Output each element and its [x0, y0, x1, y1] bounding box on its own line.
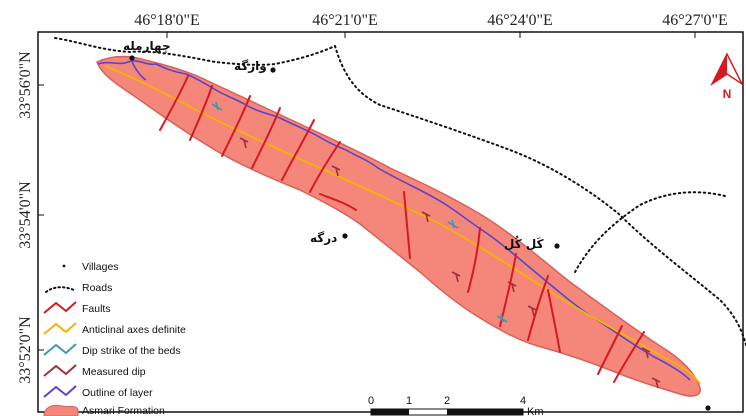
latitude-label-2: 33°54'0"N: [17, 181, 34, 249]
longitude-label-4: 46°27'0"E: [662, 12, 728, 29]
dip-strike-3: [496, 313, 508, 323]
roads: [54, 37, 746, 346]
legend-label-anticline: Anticlinal axes definite: [82, 324, 186, 336]
village-dot: [705, 405, 711, 411]
frame-ticks: [38, 32, 696, 351]
longitude-label-2: 46°21'0"E: [312, 12, 378, 29]
dip-strike-icon: [43, 343, 77, 356]
fault-6: [309, 141, 341, 193]
fault-13: [597, 325, 623, 375]
scale-bar-segment: [447, 409, 523, 415]
legend-label-measured-dip: Measured dip: [82, 366, 146, 378]
scale-tick-4: 4: [520, 395, 526, 407]
anticline-line-icon: [43, 322, 77, 335]
scale-bar-segment: [371, 409, 409, 415]
legend-label-asmari: Asmari Formation: [82, 405, 165, 416]
village-dot: [554, 243, 560, 249]
scale-tick-1: 1: [406, 395, 412, 407]
village-dot: [270, 67, 276, 73]
fault-14: [613, 331, 645, 383]
village-label-chaharmaleh: چهارمله: [123, 39, 171, 53]
scale-tick-0: 0: [368, 395, 374, 407]
fault-11: [527, 275, 549, 341]
village-dot-icon: [62, 264, 66, 268]
layer-outline-icon: [43, 385, 77, 398]
villages: چهارمله وارگه درگه کَل کُل: [123, 39, 711, 411]
top-coordinate-labels: 46°18'0"E 46°21'0"E 46°24'0"E 46°27'0"E: [134, 12, 728, 29]
legend-label-faults: Faults: [82, 303, 111, 315]
latitude-label-1: 33°56'0"N: [17, 51, 34, 119]
formation-swatch-icon: [43, 404, 79, 416]
village-label-vargeh: وارگه: [234, 59, 267, 74]
scale-unit: Km: [527, 406, 544, 416]
road-east-branch: [574, 191, 726, 273]
legend-label-villages: Villages: [82, 261, 119, 273]
longitude-label-3: 46°24'0"E: [487, 12, 553, 29]
road-dotted-icon: [45, 286, 75, 293]
left-coordinate-labels: 33°56'0"N 33°54'0"N 33°52'0"N: [17, 51, 34, 384]
fault-8: [403, 191, 411, 259]
village-label-kalkol: کَل کُل: [504, 235, 544, 251]
dip-strike-1: [211, 101, 223, 111]
layer-outline-inner-bend: [131, 61, 147, 81]
measured-dip-marks: [239, 137, 661, 389]
longitude-label-1: 46°18'0"E: [134, 12, 200, 29]
faults: [159, 75, 645, 383]
dip-strike-marks: [211, 101, 508, 323]
legend-label-dip-strike: Dip strike of the beds: [82, 345, 181, 357]
legend-label-roads: Roads: [82, 282, 112, 294]
fault-3: [221, 95, 251, 157]
fault-1: [159, 75, 189, 131]
legend-label-layer-outline: Outline of layer: [82, 387, 153, 399]
fault-4: [251, 107, 281, 169]
village-label-dargeh: درگه: [310, 231, 337, 245]
road-north: [54, 37, 336, 66]
anticline-axis-line: [104, 65, 701, 385]
latitude-label-3: 33°52'0"N: [17, 316, 34, 384]
measured-dip-icon: [43, 364, 77, 377]
fault-12: [547, 289, 561, 353]
scale-tick-2: 2: [444, 395, 450, 407]
fault-5: [281, 119, 315, 181]
north-arrow-label: N: [723, 87, 732, 101]
fault-line-icon: [43, 301, 77, 314]
dip-strike-2: [447, 219, 459, 229]
village-dot: [129, 55, 135, 61]
legend: Villages Roads Faults Anticlinal axes de…: [43, 261, 186, 416]
village-dot: [342, 233, 348, 239]
fault-7: [319, 193, 357, 211]
fault-2: [189, 85, 213, 141]
scale-bar: 0 1 2 4 Km: [368, 395, 544, 416]
fault-9: [467, 227, 481, 293]
north-arrow-icon: N: [710, 52, 744, 101]
road-main-east: [334, 45, 746, 346]
